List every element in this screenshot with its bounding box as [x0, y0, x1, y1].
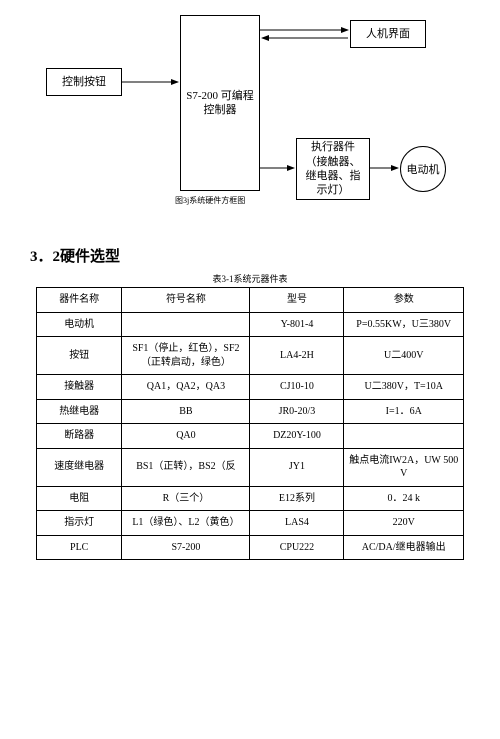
- node-control-button: 控制按钮: [46, 68, 122, 96]
- table-cell: CPU222: [250, 535, 344, 560]
- table-cell: LA4-2H: [250, 337, 344, 375]
- table-row: 接触器QA1，QA2，QA3CJ10-10U二380V，T=10A: [37, 375, 464, 400]
- table-cell: BB: [122, 399, 250, 424]
- table-row: 指示灯L1（绿色）、L2（黄色）LAS4220V: [37, 511, 464, 536]
- table-row: 速度继电器BS1（正转），BS2（反JY1触点电流IW2A，UW 500V: [37, 448, 464, 486]
- table-cell: U二400V: [344, 337, 464, 375]
- table-cell: [344, 424, 464, 449]
- table-cell: 电动机: [37, 312, 122, 337]
- table-cell: AC/DA/继电器输出: [344, 535, 464, 560]
- table-cell: Y-801-4: [250, 312, 344, 337]
- node-label: 人机界面: [366, 27, 410, 41]
- table-cell: 速度继电器: [37, 448, 122, 486]
- table-header-cell: 参数: [344, 288, 464, 313]
- table-caption-text: 表3-1系统元器件表: [213, 274, 288, 284]
- node-label: 控制按钮: [62, 75, 106, 89]
- table-cell: BS1（正转），BS2（反: [122, 448, 250, 486]
- table-row: PLCS7-200CPU222AC/DA/继电器输出: [37, 535, 464, 560]
- table-caption: 表3-1系统元器件表: [0, 272, 500, 285]
- table-cell: I=1．6A: [344, 399, 464, 424]
- components-table: 器件名称符号名称型号参数 电动机Y-801-4P=0.55KW，U三380V按钮…: [36, 287, 464, 560]
- table-header-cell: 型号: [250, 288, 344, 313]
- table-cell: 指示灯: [37, 511, 122, 536]
- table-header-cell: 器件名称: [37, 288, 122, 313]
- table-cell: E12系列: [250, 486, 344, 511]
- section-heading-text: 3．2硬件选型: [30, 249, 120, 265]
- table-cell: SF1（停止，红色），SF2（正转启动，绿色）: [122, 337, 250, 375]
- node-label: 电动机: [407, 161, 440, 177]
- table-cell: LAS4: [250, 511, 344, 536]
- table-cell: P=0.55KW，U三380V: [344, 312, 464, 337]
- node-hmi: 人机界面: [350, 20, 426, 48]
- table-cell: 电阻: [37, 486, 122, 511]
- table-cell: 接触器: [37, 375, 122, 400]
- table-row: 电阻R（三个）E12系列0．24 k: [37, 486, 464, 511]
- table-cell: 按钮: [37, 337, 122, 375]
- table-cell: 断路器: [37, 424, 122, 449]
- table-cell: QA0: [122, 424, 250, 449]
- table-cell: R（三个）: [122, 486, 250, 511]
- table-row: 按钮SF1（停止，红色），SF2（正转启动，绿色）LA4-2HU二400V: [37, 337, 464, 375]
- table-cell: PLC: [37, 535, 122, 560]
- node-label: S7-200 可编程控制器: [185, 89, 255, 118]
- table-cell: JR0-20/3: [250, 399, 344, 424]
- diagram-caption: 图3j系统硬件方框图: [175, 195, 245, 206]
- node-plc: S7-200 可编程控制器: [180, 15, 260, 191]
- table-cell: DZ20Y-100: [250, 424, 344, 449]
- table-cell: U二380V，T=10A: [344, 375, 464, 400]
- node-actuator: 执行器件（接触器、继电器、指示灯）: [296, 138, 370, 200]
- table-cell: [122, 312, 250, 337]
- table-cell: 0．24 k: [344, 486, 464, 511]
- table-row: 电动机 Y-801-4P=0.55KW，U三380V: [37, 312, 464, 337]
- diagram-caption-text: 图3j系统硬件方框图: [175, 196, 245, 205]
- table-header-row: 器件名称符号名称型号参数: [37, 288, 464, 313]
- table-cell: 热继电器: [37, 399, 122, 424]
- components-table-wrap: 器件名称符号名称型号参数 电动机Y-801-4P=0.55KW，U三380V按钮…: [0, 287, 500, 560]
- table-cell: L1（绿色）、L2（黄色）: [122, 511, 250, 536]
- table-cell: 触点电流IW2A，UW 500V: [344, 448, 464, 486]
- table-cell: CJ10-10: [250, 375, 344, 400]
- table-cell: QA1，QA2，QA3: [122, 375, 250, 400]
- table-row: 断路器QA0DZ20Y-100: [37, 424, 464, 449]
- table-cell: 220V: [344, 511, 464, 536]
- table-cell: S7-200: [122, 535, 250, 560]
- node-motor: 电动机: [400, 146, 446, 192]
- node-label: 执行器件（接触器、继电器、指示灯）: [301, 140, 365, 197]
- system-block-diagram: 控制按钮 S7-200 可编程控制器 人机界面 执行器件（接触器、继电器、指示灯…: [0, 0, 500, 235]
- section-heading: 3．2硬件选型: [30, 245, 500, 266]
- table-header-cell: 符号名称: [122, 288, 250, 313]
- table-row: 热继电器BBJR0-20/3I=1．6A: [37, 399, 464, 424]
- table-body: 电动机Y-801-4P=0.55KW，U三380V按钮SF1（停止，红色），SF…: [37, 312, 464, 560]
- table-cell: JY1: [250, 448, 344, 486]
